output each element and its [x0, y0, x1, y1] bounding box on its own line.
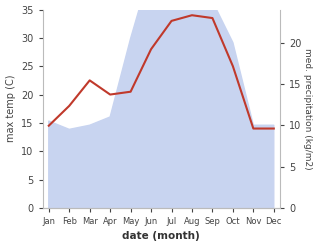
- Y-axis label: med. precipitation (kg/m2): med. precipitation (kg/m2): [303, 48, 313, 169]
- Y-axis label: max temp (C): max temp (C): [5, 75, 16, 143]
- X-axis label: date (month): date (month): [122, 231, 200, 242]
